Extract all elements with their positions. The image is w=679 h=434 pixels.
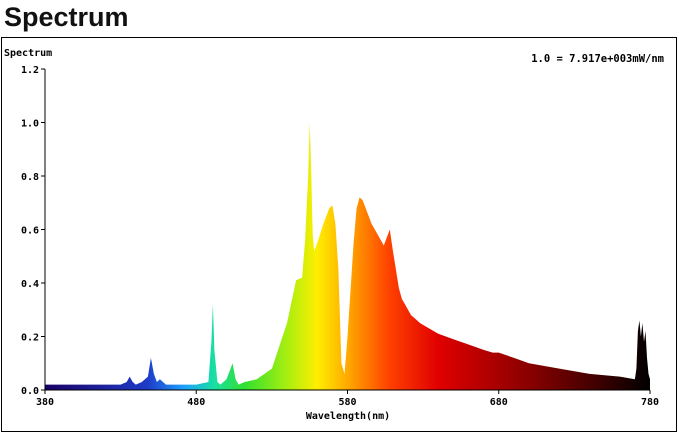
scale-note: 1.0 = 7.917e+003mW/nm (531, 53, 664, 65)
axis-ticks: 0.0 0.2 0.4 0.6 0.8 1.0 1.2 380 480 580 680 780 (21, 65, 659, 408)
x-tick-label: 480 (187, 397, 205, 408)
x-axis-label: Wavelength(nm) (306, 411, 390, 422)
x-tick-label: 780 (641, 397, 659, 408)
y-tick-label: 0.8 (21, 172, 39, 183)
y-tick-label: 1.0 (21, 119, 39, 130)
y-tick-label: 0.4 (21, 279, 39, 290)
y-tick-label: 0.6 (21, 226, 39, 237)
x-tick-label: 680 (490, 397, 508, 408)
y-tick-label: 0.2 (21, 333, 39, 344)
x-tick-label: 580 (338, 397, 356, 408)
spectrum-area (45, 122, 650, 390)
x-tick-label: 380 (36, 397, 54, 408)
y-tick-label: 0.0 (21, 386, 39, 397)
y-tick-label: 1.2 (21, 65, 39, 76)
page-title: Spectrum (4, 2, 129, 32)
y-axis-label: Spectrum (4, 48, 52, 59)
